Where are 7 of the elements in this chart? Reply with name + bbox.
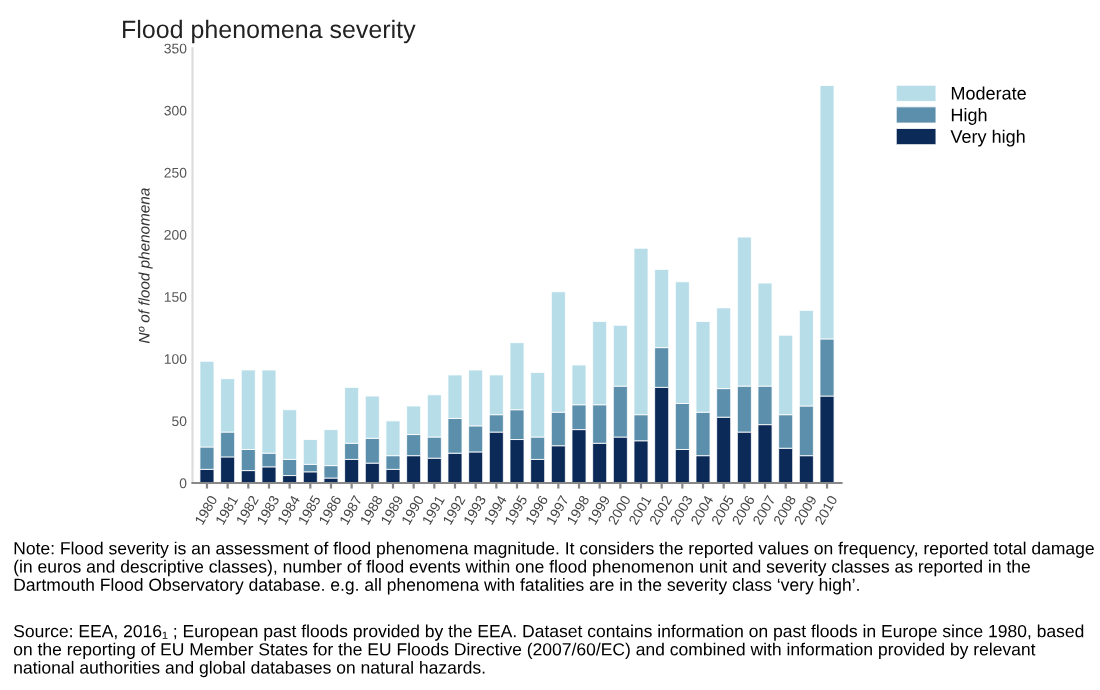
bar — [302, 439, 318, 465]
source-note: Source: EEA, 2016₁ ; European past floods provided by the EEA. Dataset contains information on past floods in Europe since 1980, based on the reporting of EU Member States for the EU Floods Directive (2007/60/EC) and combined with information provided by relevant national authorities and global databases on natural hazards. — [13, 624, 1084, 678]
legend-label: Very high — [950, 129, 1025, 147]
chart-title: Flood phenomena severity — [123, 19, 416, 44]
text: Note: Flood severity is an assessment of flood phenomena magnitude. It considers the reported values on frequency, reported total damage (in euros and descriptive classes), number of flood events within one flood phenomenon unit and severity classes as reported in the Dartmouth Flood Observatory database. e.g. all phenomena with fatalities are in the severity class ‘very high’. — [14, 541, 1094, 595]
legend-label: Moderate — [951, 86, 1026, 100]
legend-label: High — [951, 108, 987, 125]
